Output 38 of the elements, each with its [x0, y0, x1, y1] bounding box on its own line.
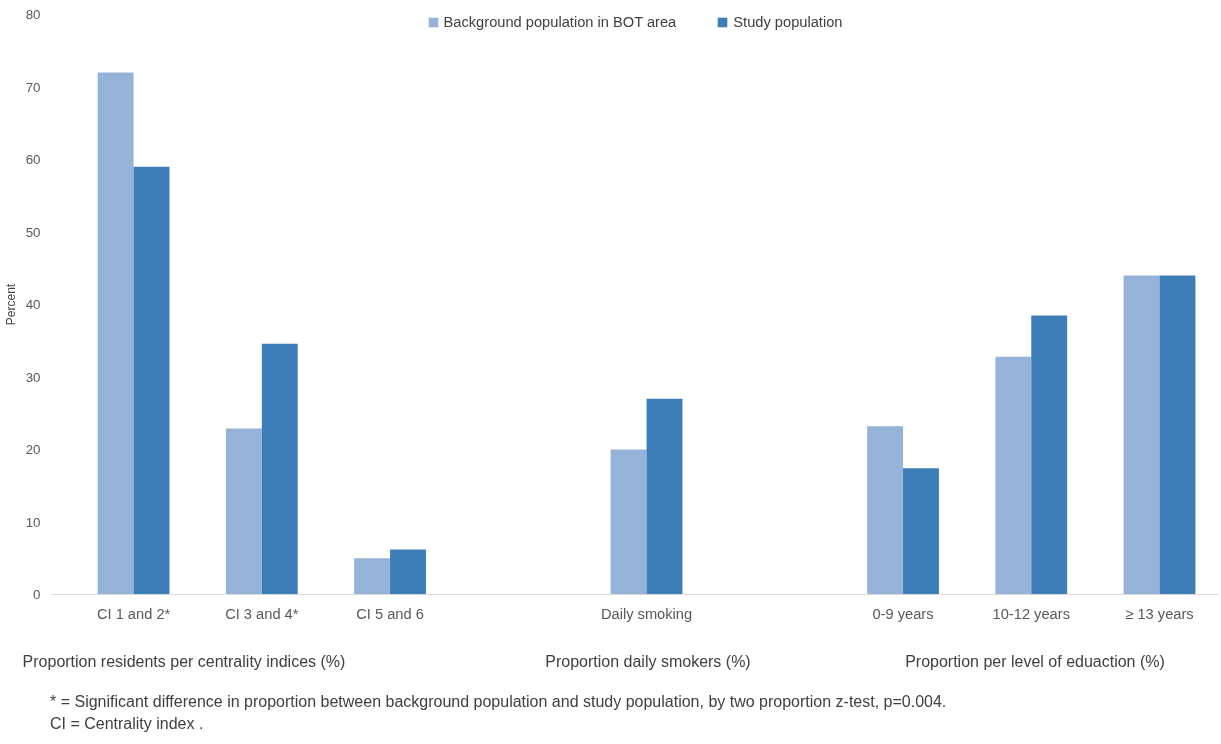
- legend-label: Background population in BOT area: [443, 14, 677, 30]
- bar: [133, 166, 170, 595]
- y-tick-label: 50: [25, 224, 41, 240]
- bar: [225, 428, 262, 595]
- bar: [867, 426, 904, 595]
- bar: [97, 72, 134, 595]
- y-tick-label: 30: [25, 369, 41, 385]
- x-tick-label: CI 3 and 4*: [225, 605, 299, 622]
- x-tick-label: ≥ 13 years: [1125, 605, 1194, 622]
- y-axis-title: Percent: [3, 283, 18, 326]
- bar: [261, 343, 298, 595]
- bar: [1031, 315, 1068, 595]
- y-tick-label: 70: [25, 79, 41, 95]
- bar: [646, 398, 683, 595]
- x-tick-label: 0-9 years: [872, 605, 934, 622]
- x-tick-label: CI 5 and 6: [356, 605, 424, 622]
- bar: [1159, 275, 1196, 595]
- x-tick-label: CI 1 and 2*: [96, 605, 171, 622]
- legend-label: Study population: [733, 14, 843, 30]
- bar: [390, 549, 426, 595]
- y-tick-label: 60: [25, 152, 41, 167]
- text: Proportion per level of eduaction (%): [905, 652, 1165, 672]
- text: Proportion daily smokers (%): [545, 652, 751, 672]
- bar: [354, 558, 391, 595]
- y-tick-label: 20: [25, 442, 41, 457]
- bar: [995, 356, 1032, 595]
- y-tick-label: 10: [25, 514, 41, 530]
- bar: [903, 468, 939, 595]
- bar: [1123, 275, 1160, 595]
- text: CI = Centrality index .: [50, 714, 204, 734]
- y-tick-label: 40: [25, 297, 41, 312]
- bar: [610, 449, 647, 595]
- x-tick-label: Daily smoking: [600, 605, 693, 622]
- y-tick-label: 80: [25, 7, 41, 22]
- x-tick-label: 10-12 years: [992, 605, 1070, 622]
- y-tick-label: 0: [33, 587, 41, 602]
- text: Proportion residents per centrality indices (%): [22, 652, 346, 672]
- text: * = Significant difference in proportion between background population and study population, by two proportion z-test, p=0.004.: [50, 692, 947, 712]
